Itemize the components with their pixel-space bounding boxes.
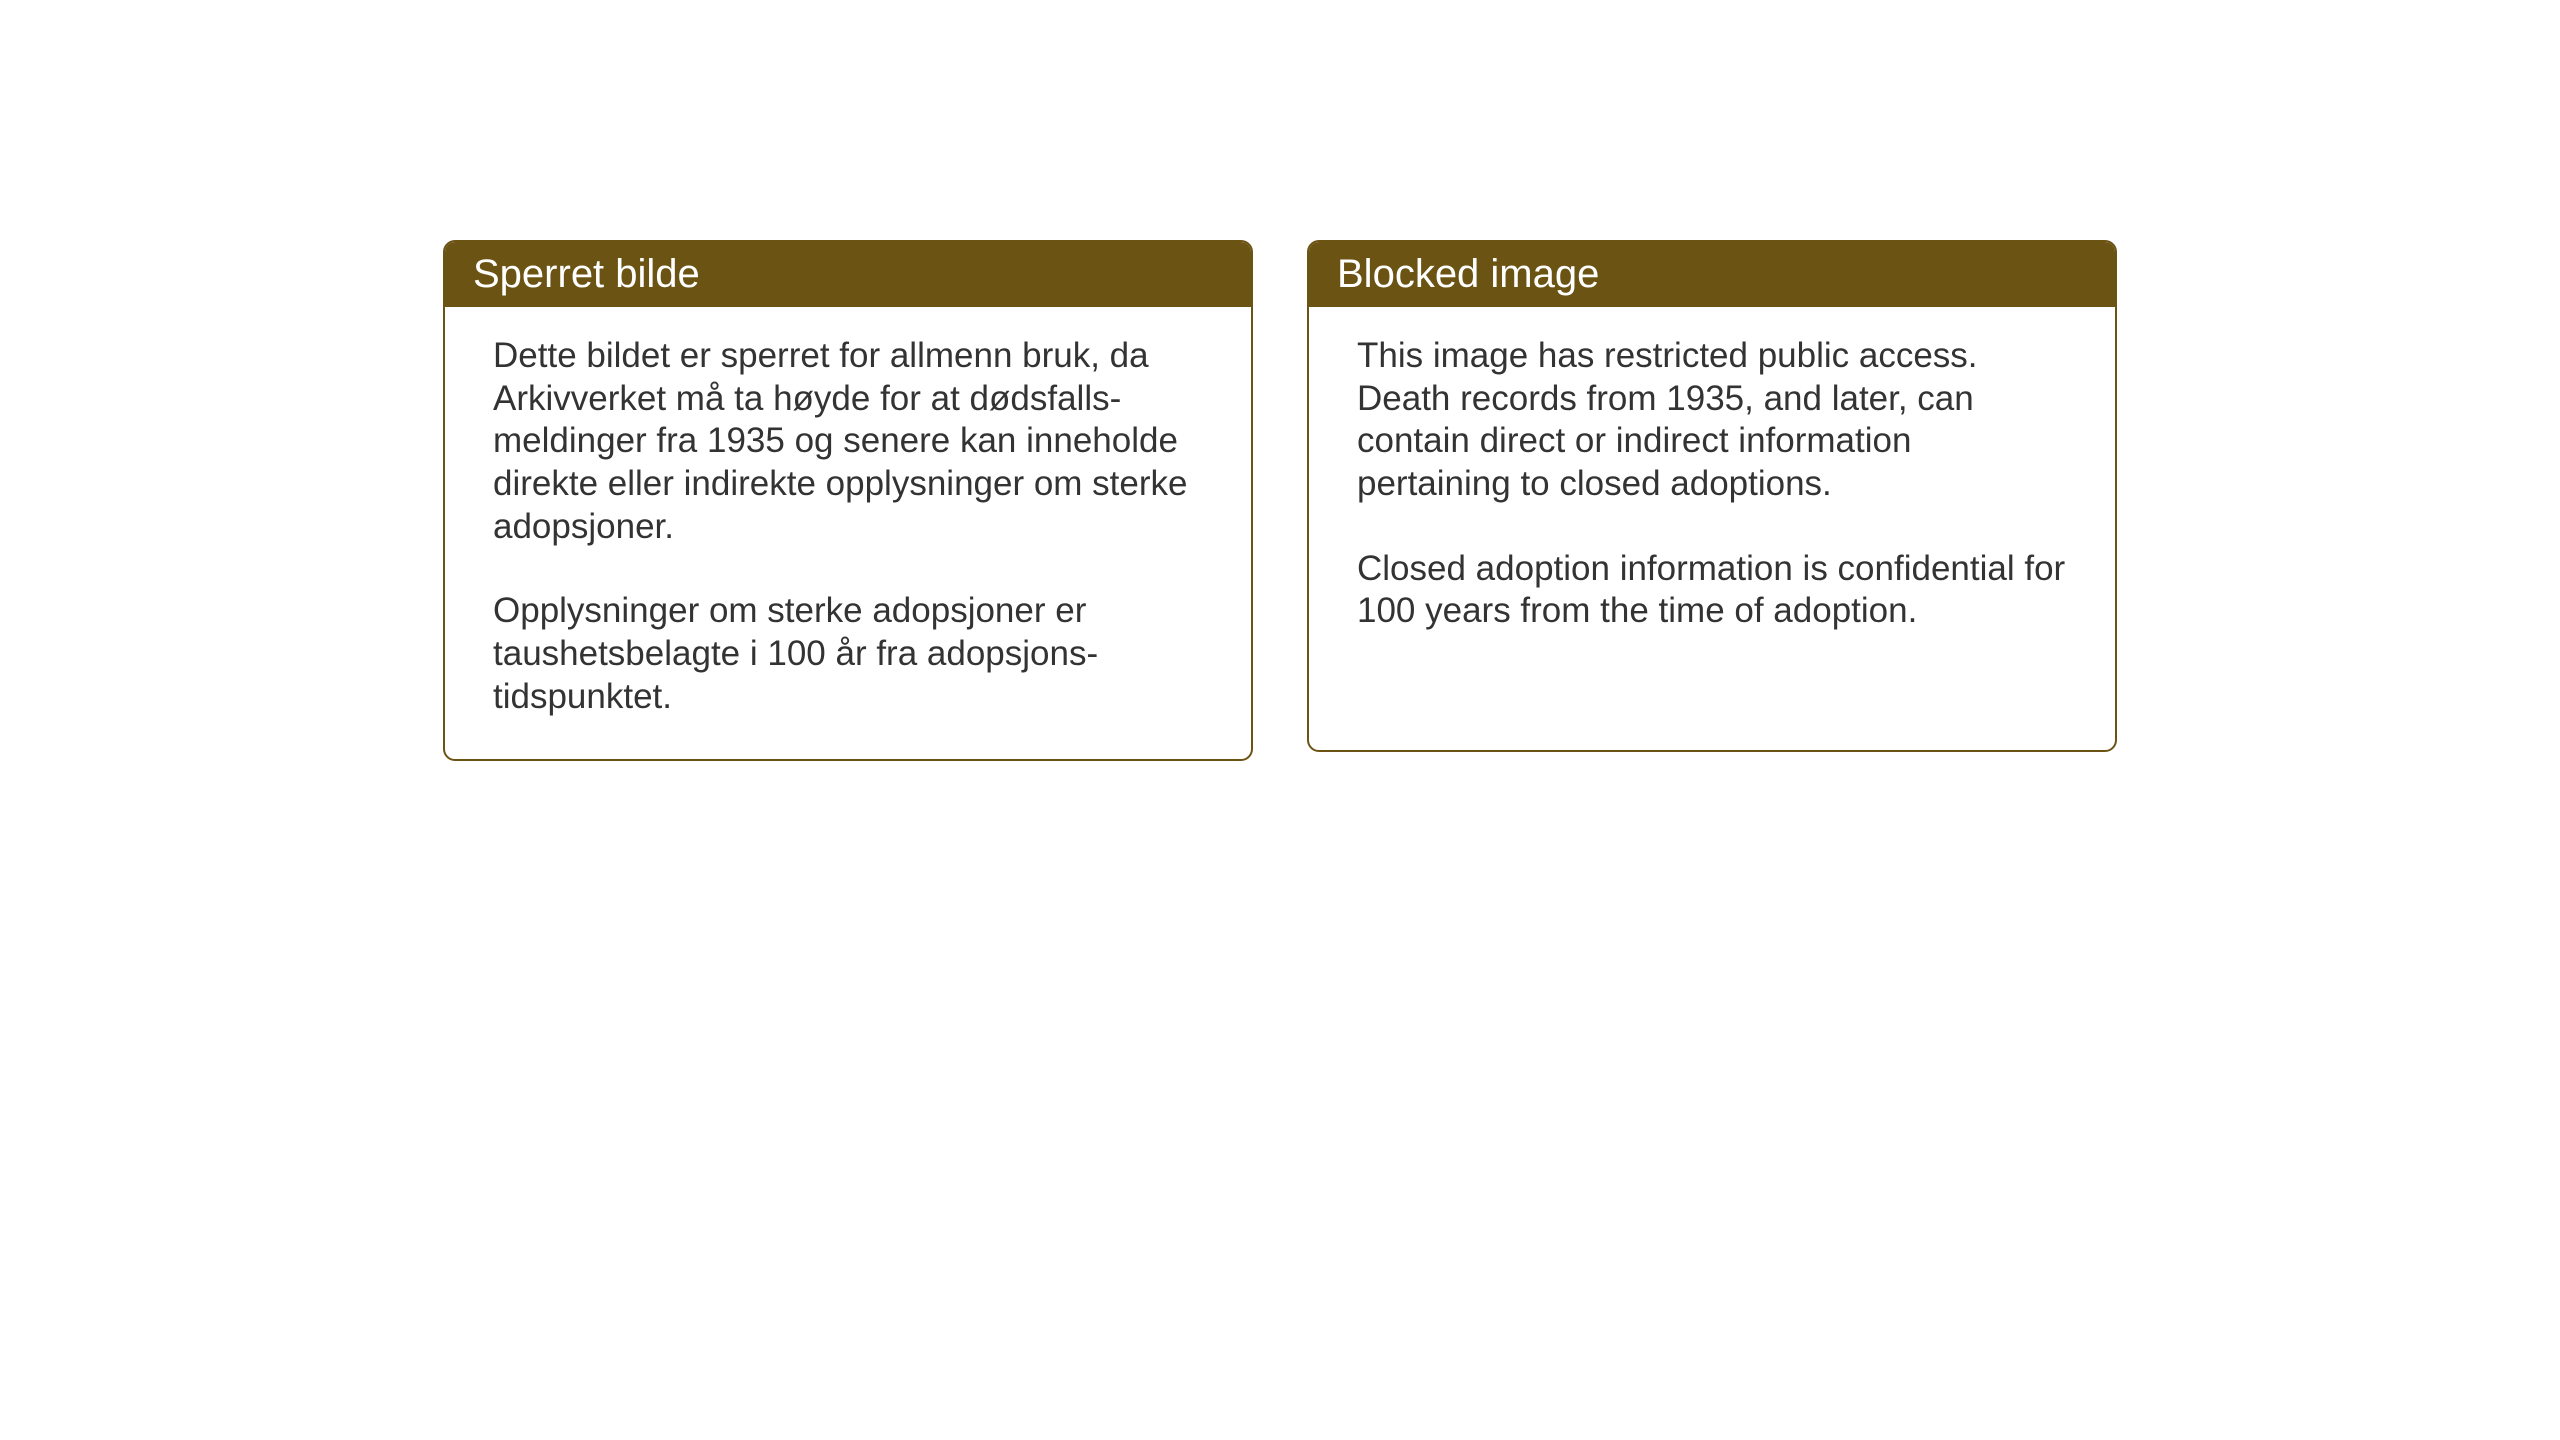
notice-paragraph-2-english: Closed adoption information is confident…	[1357, 548, 2067, 633]
notice-paragraph-1-norwegian: Dette bildet er sperret for allmenn bruk…	[493, 335, 1203, 548]
notice-paragraph-1-english: This image has restricted public access.…	[1357, 335, 2067, 506]
notice-title-english: Blocked image	[1337, 252, 1599, 296]
notice-header-norwegian: Sperret bilde	[445, 242, 1251, 307]
notice-title-norwegian: Sperret bilde	[473, 252, 700, 296]
notice-box-english: Blocked image This image has restricted …	[1307, 240, 2117, 752]
notice-body-english: This image has restricted public access.…	[1309, 307, 2115, 673]
notice-box-norwegian: Sperret bilde Dette bildet er sperret fo…	[443, 240, 1253, 761]
notice-container: Sperret bilde Dette bildet er sperret fo…	[443, 240, 2117, 761]
notice-body-norwegian: Dette bildet er sperret for allmenn bruk…	[445, 307, 1251, 759]
notice-paragraph-2-norwegian: Opplysninger om sterke adopsjoner er tau…	[493, 590, 1203, 718]
notice-header-english: Blocked image	[1309, 242, 2115, 307]
